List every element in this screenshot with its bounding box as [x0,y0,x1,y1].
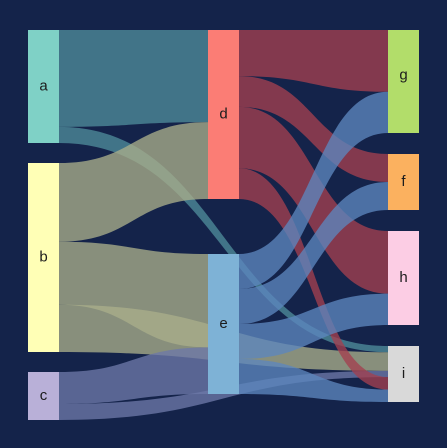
link-d-to-f [239,76,388,182]
node-label-i: i [402,365,405,382]
link-c-to-i [59,370,388,420]
link-e-to-h [239,293,388,359]
node-c[interactable] [28,372,59,420]
link-e-to-f [239,182,388,324]
node-g[interactable] [388,30,419,133]
links-layer [59,30,388,420]
link-a-to-d [59,30,208,127]
link-e-to-g [239,91,388,289]
node-label-c: c [40,387,48,404]
node-e[interactable] [208,254,239,394]
node-h[interactable] [388,231,419,325]
node-label-d: d [219,105,227,122]
link-c-to-e [59,347,208,404]
node-d[interactable] [208,30,239,199]
node-label-e: e [219,315,227,332]
node-i[interactable] [388,346,419,402]
link-a-to-i [59,126,388,353]
link-b-to-d [59,122,208,242]
link-d-to-g [239,30,388,92]
node-f[interactable] [388,154,419,210]
node-label-f: f [401,173,406,190]
node-a[interactable] [28,30,59,143]
node-label-g: g [399,66,407,83]
nodes-layer: a b c d e g f h i [28,30,419,420]
link-e-to-i [239,359,388,402]
node-label-h: h [399,269,407,286]
link-d-to-i [239,168,388,390]
node-label-b: b [39,248,47,265]
node-label-a: a [39,77,48,94]
node-b[interactable] [28,163,59,352]
